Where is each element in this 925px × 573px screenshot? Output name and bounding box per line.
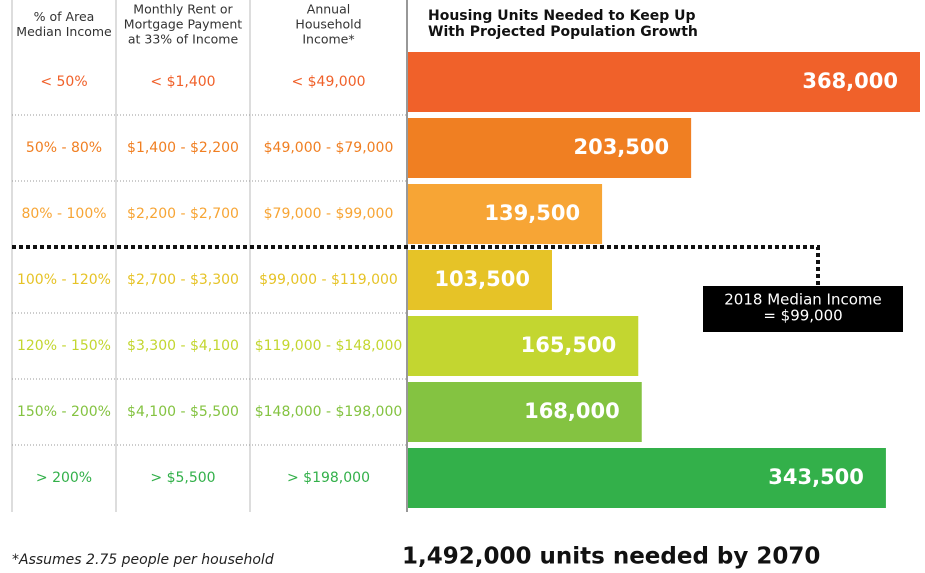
column-header: Median Income: [16, 24, 112, 39]
table-cell: 50% - 80%: [26, 140, 102, 156]
value-label: 165,500: [521, 333, 617, 357]
bar: [408, 316, 639, 376]
bar: [408, 250, 552, 310]
column-header: Income*: [302, 32, 354, 47]
column-header: at 33% of Income: [128, 32, 239, 47]
table-cell: < $49,000: [291, 74, 365, 90]
value-label: 368,000: [802, 69, 898, 93]
table-cell: $49,000 - $79,000: [264, 140, 394, 156]
table-cell: > $198,000: [287, 470, 370, 486]
chart-title: Housing Units Needed to Keep Up: [428, 8, 696, 24]
value-label: 139,500: [484, 201, 580, 225]
value-label: 168,000: [524, 399, 620, 423]
column-header: % of Area: [34, 9, 95, 24]
column-header: Mortgage Payment: [124, 17, 242, 32]
table-cell: 150% - 200%: [17, 404, 111, 420]
table-cell: $119,000 - $148,000: [255, 338, 403, 354]
table-cell: $2,200 - $2,700: [127, 206, 239, 222]
table-cell: 100% - 120%: [17, 272, 111, 288]
table-cell: > $5,500: [150, 470, 215, 486]
table-cell: $148,000 - $198,000: [255, 404, 403, 420]
table-cell: > 200%: [36, 470, 92, 486]
value-label: 203,500: [573, 135, 669, 159]
table-cell: $3,300 - $4,100: [127, 338, 239, 354]
annotation: 2018 Median Income: [724, 291, 881, 309]
bar: [408, 184, 603, 244]
column-header: Annual: [307, 2, 350, 17]
bar: [408, 118, 692, 178]
table-cell: $4,100 - $5,500: [127, 404, 239, 420]
annotation: = $99,000: [763, 307, 842, 325]
table-cell: 80% - 100%: [21, 206, 106, 222]
median-line: [12, 245, 820, 287]
footnote: *Assumes 2.75 people per household: [12, 552, 274, 568]
table-cell: < 50%: [40, 74, 87, 90]
table-cell: $79,000 - $99,000: [264, 206, 394, 222]
bar: [408, 382, 642, 442]
total: 1,492,000 units needed by 2070: [402, 544, 820, 570]
table-cell: $2,700 - $3,300: [127, 272, 239, 288]
chart-title: With Projected Population Growth: [428, 24, 698, 40]
table-cell: < $1,400: [150, 74, 215, 90]
bar: [408, 52, 920, 112]
table-cell: 120% - 150%: [17, 338, 111, 354]
column-header: Monthly Rent or: [133, 2, 233, 17]
value-label: 103,500: [434, 267, 530, 291]
column-header: Household: [295, 17, 361, 32]
table-cell: $1,400 - $2,200: [127, 140, 239, 156]
bar: [408, 448, 886, 508]
table-cell: $99,000 - $119,000: [259, 272, 398, 288]
value-label: 343,500: [768, 465, 864, 489]
annotation-box: [703, 286, 903, 332]
